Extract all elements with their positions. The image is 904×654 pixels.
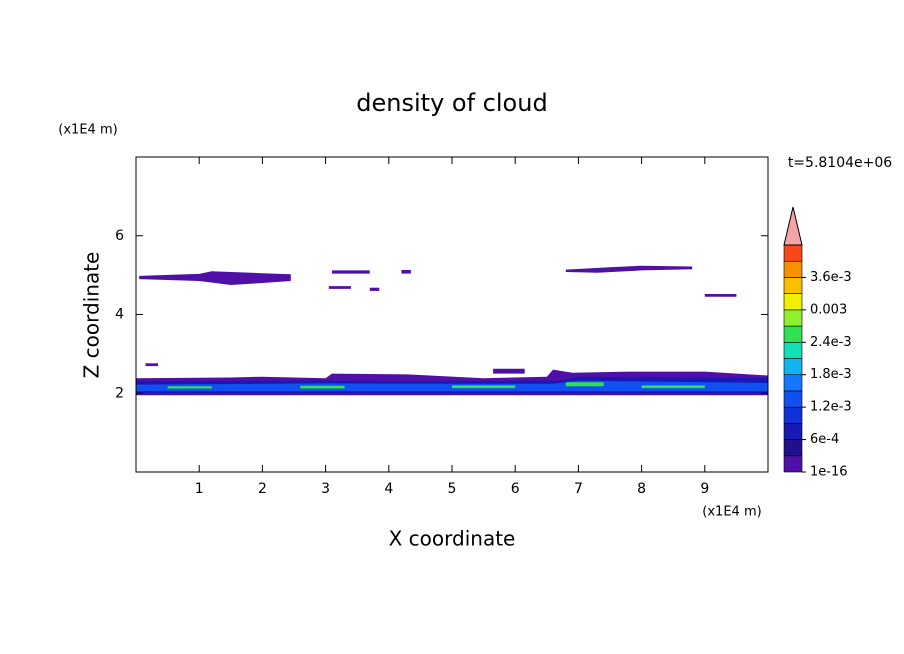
contour-region (704, 294, 737, 297)
colorbar-band (783, 293, 803, 311)
contour-region (369, 287, 380, 291)
contour-region (167, 386, 212, 389)
contour-region (300, 385, 345, 389)
x-tick-label: 8 (637, 481, 646, 497)
colorbar-tick-label: 3.6e-3 (810, 270, 852, 285)
plot-frame (135, 156, 769, 473)
contour-region (452, 385, 516, 389)
colorbar-tick-label: 1.2e-3 (810, 400, 852, 415)
colorbar-band (783, 309, 803, 327)
contour-region (493, 368, 525, 374)
contour-region (401, 270, 411, 274)
colorbar-band (783, 341, 803, 359)
contour-region (328, 286, 351, 289)
colorbar-band (783, 423, 803, 440)
colorbar-tick-label: 1e-16 (810, 465, 848, 480)
colorbar-band (783, 325, 803, 343)
x-tick-label: 5 (448, 481, 457, 497)
x-unit: (x1E4 m) (702, 505, 761, 520)
contour-region (139, 271, 291, 285)
y-tick-label: 6 (115, 228, 124, 244)
contour-region (565, 265, 693, 273)
colorbar-band (783, 358, 803, 376)
y-tick-label: 2 (115, 385, 124, 401)
contour-region (145, 363, 159, 367)
colorbar-band (783, 455, 803, 473)
x-label: X coordinate (389, 527, 516, 551)
x-tick-label: 1 (195, 481, 204, 497)
colorbar-band (783, 390, 803, 408)
colorbar-band (783, 260, 803, 278)
contour-region (331, 270, 370, 274)
x-tick-label: 9 (700, 481, 709, 497)
chart-title: density of cloud (356, 89, 547, 117)
colorbar-tick-label: 0.003 (810, 302, 847, 317)
colorbar-tick-label: 1.8e-3 (810, 367, 852, 382)
contour-region (641, 385, 705, 389)
colorbar-tick-label: 6e-4 (810, 432, 839, 447)
colorbar-band (783, 406, 803, 424)
x-tick-label: 3 (321, 481, 330, 497)
colorbar-tick-label: 2.4e-3 (810, 335, 852, 350)
contour-region (565, 382, 604, 387)
colorbar-band (783, 244, 803, 262)
x-tick-label: 4 (384, 481, 393, 497)
y-unit: (x1E4 m) (58, 123, 117, 138)
time-label: t=5.8104e+06 (788, 155, 892, 171)
x-tick-label: 7 (574, 481, 583, 497)
x-tick-label: 2 (258, 481, 267, 497)
colorbar-band (783, 277, 803, 294)
y-label: Z coordinate (80, 252, 104, 379)
colorbar-band (783, 439, 803, 457)
y-tick-label: 4 (115, 307, 124, 323)
colorbar-band (783, 374, 803, 392)
x-tick-label: 6 (511, 481, 520, 497)
colorbar-extension (783, 206, 803, 246)
